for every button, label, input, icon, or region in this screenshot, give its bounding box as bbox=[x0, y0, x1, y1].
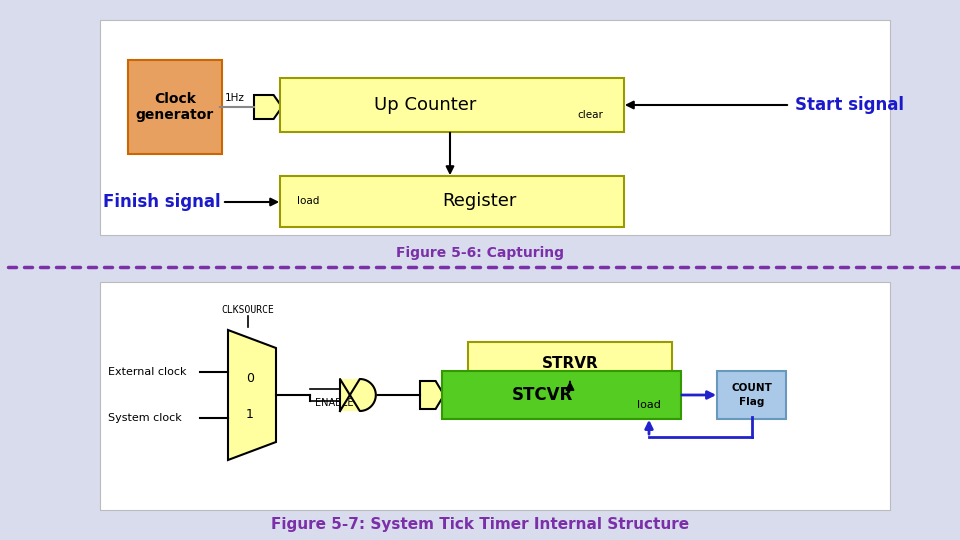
FancyBboxPatch shape bbox=[280, 78, 624, 132]
Text: Figure 5-7: System Tick Timer Internal Structure: Figure 5-7: System Tick Timer Internal S… bbox=[271, 516, 689, 531]
FancyBboxPatch shape bbox=[717, 371, 786, 419]
Text: Finish signal: Finish signal bbox=[103, 193, 221, 211]
Text: ENABLE—: ENABLE— bbox=[315, 398, 363, 408]
Polygon shape bbox=[420, 381, 444, 409]
Text: System clock: System clock bbox=[108, 414, 181, 423]
Text: load: load bbox=[297, 197, 319, 206]
Text: COUNT: COUNT bbox=[732, 383, 772, 393]
FancyBboxPatch shape bbox=[100, 20, 890, 235]
Text: Figure 5-6: Capturing: Figure 5-6: Capturing bbox=[396, 246, 564, 260]
Text: load: load bbox=[637, 400, 660, 410]
FancyBboxPatch shape bbox=[128, 60, 222, 154]
FancyBboxPatch shape bbox=[100, 282, 890, 510]
Polygon shape bbox=[254, 95, 282, 119]
Text: CLKSOURCE: CLKSOURCE bbox=[222, 305, 275, 315]
Text: Register: Register bbox=[442, 192, 516, 211]
Text: Clock
generator: Clock generator bbox=[136, 92, 214, 122]
FancyBboxPatch shape bbox=[280, 176, 624, 227]
Bar bbox=[340, 379, 360, 411]
Text: Up Counter: Up Counter bbox=[373, 96, 476, 114]
Polygon shape bbox=[228, 330, 276, 460]
Text: Flag: Flag bbox=[739, 397, 764, 407]
Text: clear: clear bbox=[577, 110, 603, 120]
Text: 0: 0 bbox=[246, 372, 254, 384]
Text: STRVR: STRVR bbox=[541, 355, 598, 370]
FancyBboxPatch shape bbox=[468, 342, 672, 384]
FancyBboxPatch shape bbox=[442, 371, 681, 419]
Text: 1Hz: 1Hz bbox=[225, 93, 245, 103]
Polygon shape bbox=[340, 379, 375, 411]
Text: 1: 1 bbox=[246, 408, 254, 421]
Text: STCVR: STCVR bbox=[512, 386, 573, 404]
Text: External clock: External clock bbox=[108, 367, 186, 376]
Text: Start signal: Start signal bbox=[795, 96, 904, 114]
